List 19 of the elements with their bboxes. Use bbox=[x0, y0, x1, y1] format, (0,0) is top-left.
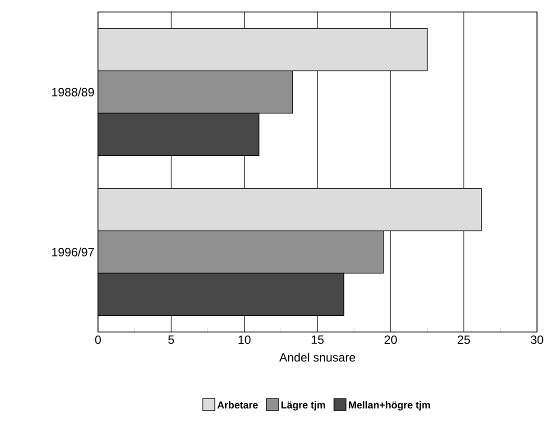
bar bbox=[98, 272, 344, 316]
y-tick-label: 1988/89 bbox=[52, 88, 94, 96]
x-tick-label: 0 bbox=[95, 336, 101, 344]
legend-label: Lägre tjm bbox=[281, 401, 326, 411]
x-axis-title: Andel snusare bbox=[279, 352, 356, 362]
bar bbox=[98, 112, 260, 156]
x-tick-label: 5 bbox=[168, 336, 174, 344]
legend-label: Mellan+högre tjm bbox=[349, 401, 430, 411]
x-tick-label: 20 bbox=[384, 336, 397, 344]
bar bbox=[98, 70, 293, 114]
legend-label: Arbetare bbox=[217, 401, 258, 408]
x-tick-label: 30 bbox=[530, 336, 544, 344]
bar bbox=[98, 188, 482, 232]
bar bbox=[98, 28, 428, 72]
y-tick-label: 1996/97 bbox=[52, 248, 94, 256]
x-tick-label: 10 bbox=[238, 336, 251, 344]
bar bbox=[98, 230, 384, 274]
x-tick-label: 15 bbox=[312, 336, 324, 344]
x-tick-label: 25 bbox=[458, 336, 470, 344]
